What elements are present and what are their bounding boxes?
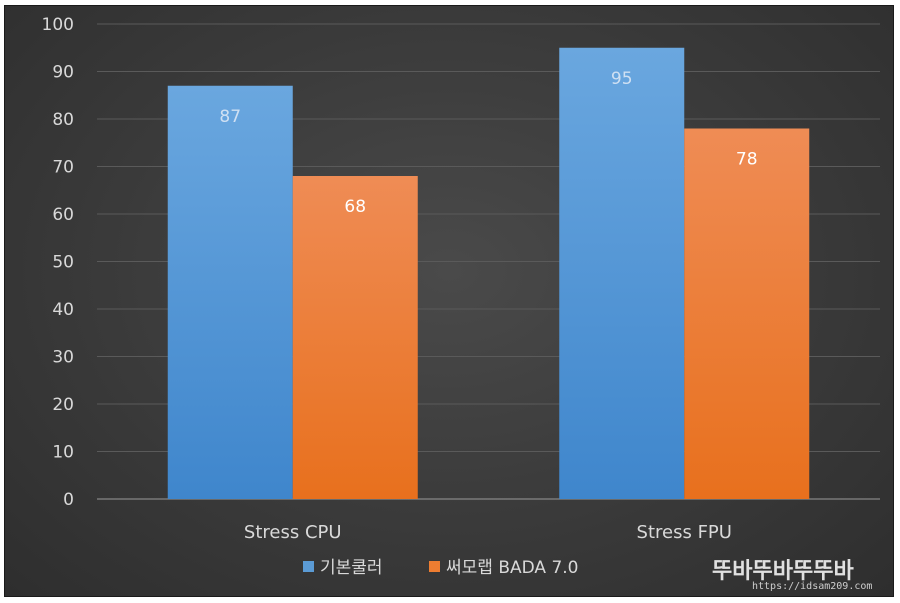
y-tick-label: 50 xyxy=(52,253,74,273)
bar-2-2 xyxy=(684,128,810,499)
data-label: 95 xyxy=(611,69,633,89)
bar-1-1 xyxy=(167,85,293,499)
y-tick-label: 80 xyxy=(52,110,74,130)
y-tick-label: 0 xyxy=(63,490,74,510)
bar-2-1 xyxy=(292,176,418,499)
data-label: 68 xyxy=(344,197,366,217)
legend-label: 기본쿨러 xyxy=(320,558,383,578)
y-tick-label: 70 xyxy=(52,158,74,178)
data-labels: 87 68 95 78 xyxy=(219,69,757,217)
x-category-label: Stress CPU xyxy=(244,522,342,543)
watermark-main-text: 뚜바뚜바뚜뚜바 xyxy=(712,559,854,584)
x-category-label: Stress FPU xyxy=(637,522,732,543)
y-tick-label: 10 xyxy=(52,443,74,463)
legend-label: 써모랩 BADA 7.0 xyxy=(446,558,578,578)
x-axis-categories: Stress CPU Stress FPU xyxy=(244,522,732,543)
legend-swatch xyxy=(429,561,440,572)
y-tick-label: 60 xyxy=(52,205,74,225)
y-tick-label: 90 xyxy=(52,63,74,83)
y-axis-ticks: 0 10 20 30 40 50 60 70 80 90 100 xyxy=(42,15,74,510)
watermark-url-text: https://idsam209.com xyxy=(752,581,872,592)
legend-swatch xyxy=(303,561,314,572)
y-tick-label: 30 xyxy=(52,348,74,368)
data-label: 78 xyxy=(736,150,758,170)
data-label: 87 xyxy=(219,107,241,127)
y-tick-label: 40 xyxy=(52,300,74,320)
bar-1-2 xyxy=(559,47,685,499)
y-tick-label: 100 xyxy=(42,15,74,35)
bars xyxy=(167,47,810,499)
watermark-logo: 뚜바뚜바뚜뚜바 https://idsam209.com xyxy=(712,559,872,592)
y-tick-label: 20 xyxy=(52,395,74,415)
legend: 기본쿨러 써모랩 BADA 7.0 xyxy=(303,558,578,578)
